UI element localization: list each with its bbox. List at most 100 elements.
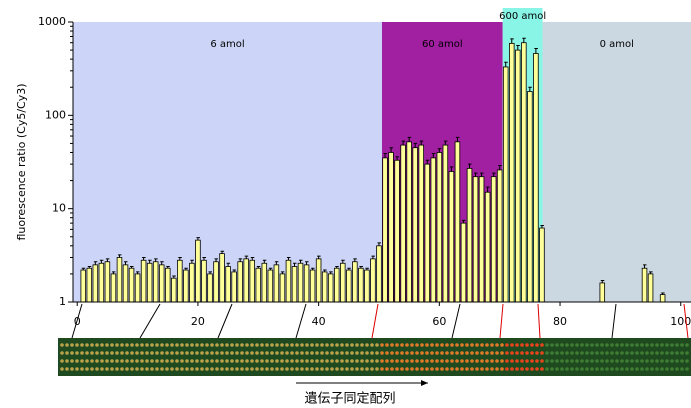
- error-bar: [148, 259, 152, 264]
- spot: [560, 367, 564, 371]
- spot: [320, 359, 324, 363]
- spot: [270, 367, 274, 371]
- error-bar: [172, 275, 176, 279]
- spot: [525, 367, 529, 371]
- spot: [225, 343, 229, 347]
- spot: [120, 367, 124, 371]
- spot: [110, 359, 114, 363]
- spot: [550, 359, 554, 363]
- spot: [355, 359, 359, 363]
- error-bar: [196, 237, 200, 241]
- spot: [110, 351, 114, 355]
- spot: [675, 367, 679, 371]
- bar: [146, 262, 153, 303]
- spot: [100, 359, 104, 363]
- spot: [635, 367, 639, 371]
- spot: [680, 359, 684, 363]
- spot: [495, 343, 499, 347]
- spot: [140, 343, 144, 347]
- spot: [685, 359, 689, 363]
- spot: [600, 367, 604, 371]
- spot: [440, 359, 444, 363]
- spot: [510, 367, 514, 371]
- spot: [325, 343, 329, 347]
- spot: [340, 367, 344, 371]
- spot: [370, 343, 374, 347]
- spot: [205, 351, 209, 355]
- spot: [345, 359, 349, 363]
- spot: [245, 359, 249, 363]
- region-label: 0 amol: [600, 39, 634, 50]
- spot: [560, 351, 564, 355]
- regions: 6 amol 60 amol 600 amol 0 amol: [73, 8, 691, 302]
- spot: [125, 343, 129, 347]
- spot: [410, 359, 414, 363]
- bar: [189, 262, 195, 303]
- error-bar: [413, 142, 418, 148]
- error-bar: [280, 271, 285, 274]
- spot: [70, 359, 74, 363]
- spot: [255, 367, 259, 371]
- spot: [535, 343, 539, 347]
- spot: [455, 351, 459, 355]
- spot: [205, 367, 209, 371]
- bar: [92, 264, 99, 303]
- bar: [140, 259, 147, 303]
- spot: [460, 367, 464, 371]
- error-bar: [305, 261, 309, 265]
- error-bar: [431, 153, 436, 158]
- spot: [540, 367, 544, 371]
- spot: [435, 343, 439, 347]
- spot: [370, 359, 374, 363]
- spot: [365, 359, 369, 363]
- spot: [260, 367, 264, 371]
- spot: [470, 351, 474, 355]
- spot: [590, 343, 594, 347]
- spot: [70, 351, 74, 355]
- spot: [265, 343, 269, 347]
- bar: [128, 267, 135, 303]
- spot: [420, 351, 424, 355]
- error-bar: [661, 292, 665, 295]
- spot: [545, 351, 549, 355]
- spot: [655, 343, 659, 347]
- spot: [545, 343, 549, 347]
- spot: [105, 343, 109, 347]
- spot: [315, 351, 319, 355]
- error-bar: [443, 140, 448, 146]
- bar: [521, 42, 527, 303]
- spot: [205, 343, 209, 347]
- spot: [410, 351, 414, 355]
- bar: [539, 227, 545, 303]
- bar: [448, 171, 455, 303]
- y-tick-label: 1: [59, 295, 66, 308]
- spot: [380, 343, 384, 347]
- spot: [475, 343, 479, 347]
- connectors: [71, 303, 689, 339]
- spot: [525, 351, 529, 355]
- error-bar: [480, 172, 484, 177]
- spot: [555, 367, 559, 371]
- spot: [515, 351, 519, 355]
- spot: [625, 351, 629, 355]
- spot: [615, 351, 619, 355]
- spot: [480, 351, 484, 355]
- spot: [515, 343, 519, 347]
- spot: [335, 359, 339, 363]
- arrow-head: [421, 380, 428, 386]
- spot: [180, 367, 184, 371]
- region: [382, 22, 503, 302]
- spot: [325, 359, 329, 363]
- spot: [80, 367, 84, 371]
- y-tick-label: 100: [45, 108, 66, 121]
- spot: [665, 343, 669, 347]
- spot: [315, 343, 319, 347]
- spot: [360, 367, 364, 371]
- spot: [510, 359, 514, 363]
- spot: [655, 367, 659, 371]
- spot: [335, 343, 339, 347]
- spot: [640, 359, 644, 363]
- bar: [327, 273, 334, 303]
- spot: [310, 359, 314, 363]
- spot: [170, 351, 174, 355]
